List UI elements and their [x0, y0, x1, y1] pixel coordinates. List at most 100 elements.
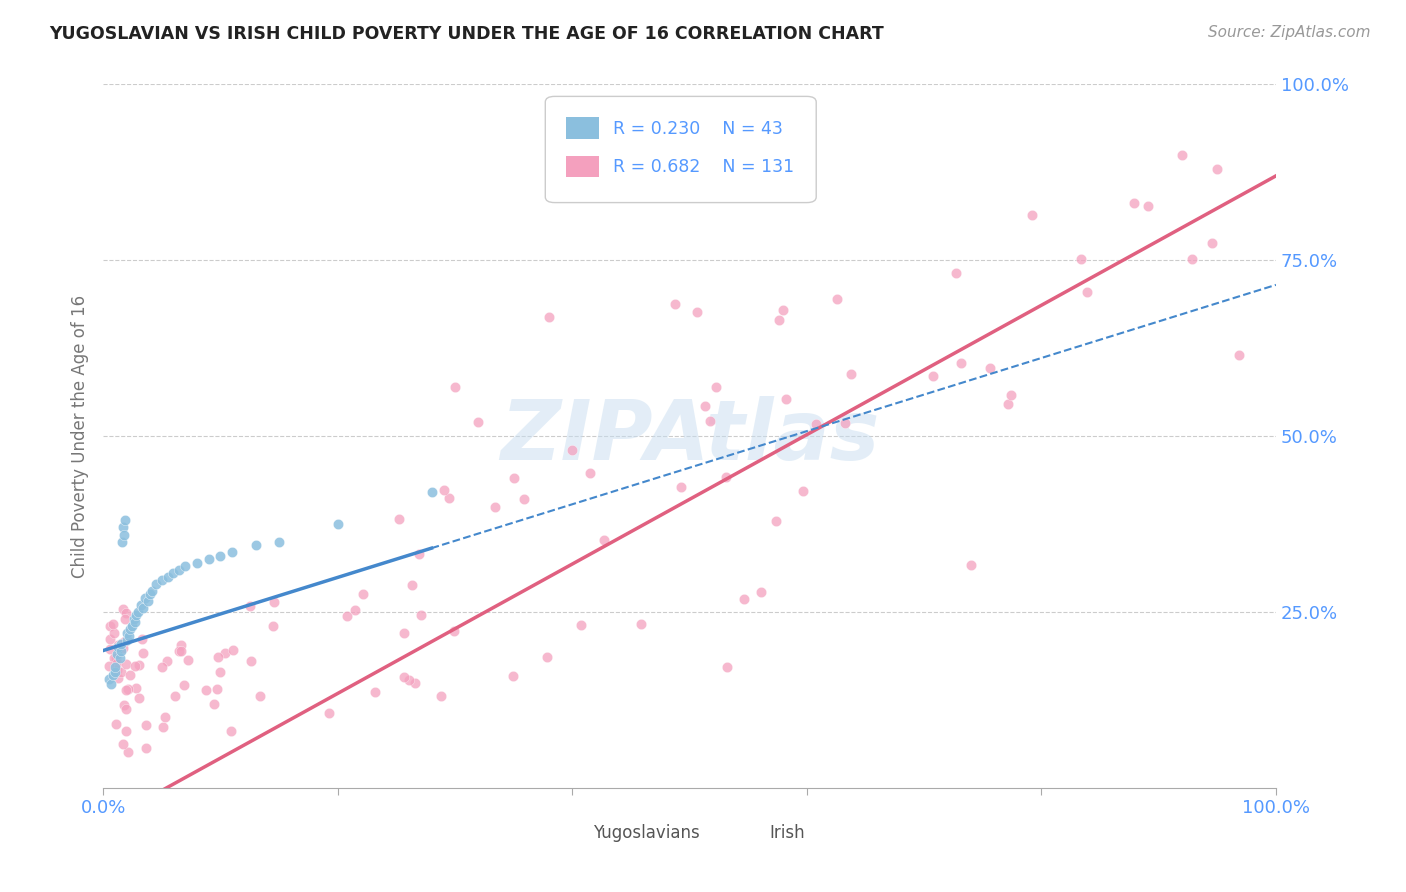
Point	[114, 633, 136, 648]
Point	[107, 642, 129, 657]
Point	[699, 414, 721, 428]
Point	[132, 601, 155, 615]
Point	[792, 483, 814, 498]
Point	[716, 470, 738, 484]
Point	[222, 643, 245, 657]
Point	[115, 632, 138, 647]
Point	[245, 538, 267, 552]
FancyBboxPatch shape	[724, 822, 758, 843]
Point	[112, 698, 135, 712]
Point	[112, 527, 135, 541]
Point	[202, 697, 225, 711]
Point	[165, 690, 187, 704]
Point	[110, 636, 132, 650]
Point	[135, 717, 157, 731]
Point	[134, 591, 156, 605]
Point	[1227, 348, 1250, 362]
Point	[408, 547, 430, 561]
Point	[120, 623, 142, 637]
Point	[98, 642, 121, 657]
Point	[110, 665, 132, 679]
Point	[437, 491, 460, 505]
Point	[262, 619, 284, 633]
Point	[162, 566, 184, 581]
Text: Irish: Irish	[769, 824, 804, 842]
Point	[197, 552, 219, 566]
Point	[467, 415, 489, 429]
Point	[104, 650, 127, 665]
Point	[561, 443, 583, 458]
Point	[1206, 161, 1229, 176]
Point	[772, 302, 794, 317]
Point	[153, 710, 176, 724]
Point	[121, 619, 143, 633]
Y-axis label: Child Poverty Under the Age of 16: Child Poverty Under the Age of 16	[72, 294, 89, 578]
Point	[169, 563, 191, 577]
Point	[578, 466, 600, 480]
Point	[394, 670, 416, 684]
Point	[114, 513, 136, 527]
Point	[979, 361, 1001, 376]
Point	[221, 545, 243, 559]
Point	[630, 616, 652, 631]
Point	[834, 417, 856, 431]
Point	[398, 673, 420, 687]
Point	[98, 619, 121, 633]
Point	[669, 480, 692, 494]
Point	[125, 681, 148, 695]
Point	[433, 483, 456, 497]
Point	[122, 612, 145, 626]
Point	[152, 720, 174, 734]
Point	[239, 599, 262, 614]
Point	[117, 745, 139, 759]
Point	[267, 534, 290, 549]
Point	[207, 682, 229, 697]
Point	[98, 632, 121, 646]
Point	[194, 683, 217, 698]
Point	[1171, 148, 1194, 162]
Point	[945, 266, 967, 280]
Point	[115, 626, 138, 640]
Point	[430, 689, 453, 703]
Point	[115, 702, 138, 716]
Point	[107, 640, 129, 654]
Point	[112, 520, 135, 534]
Point	[156, 570, 179, 584]
Point	[98, 672, 121, 686]
Point	[118, 630, 141, 644]
Point	[115, 724, 138, 739]
Point	[352, 587, 374, 601]
Point	[825, 292, 848, 306]
Point	[512, 492, 534, 507]
Point	[170, 638, 193, 652]
Point	[444, 380, 467, 394]
Point	[411, 608, 433, 623]
Point	[167, 644, 190, 658]
FancyBboxPatch shape	[567, 156, 599, 178]
Point	[101, 617, 124, 632]
Point	[111, 534, 134, 549]
Point	[388, 512, 411, 526]
Point	[318, 706, 340, 720]
Point	[186, 556, 208, 570]
Point	[392, 626, 415, 640]
Point	[922, 369, 945, 384]
Point	[141, 583, 163, 598]
FancyBboxPatch shape	[546, 96, 817, 202]
Point	[569, 618, 592, 632]
Point	[115, 683, 138, 698]
Point	[114, 611, 136, 625]
Point	[131, 646, 153, 660]
Point	[1021, 208, 1043, 222]
Point	[107, 671, 129, 685]
Point	[768, 313, 790, 327]
Point	[593, 533, 616, 548]
Point	[214, 646, 236, 660]
Point	[103, 625, 125, 640]
Point	[173, 677, 195, 691]
Point	[117, 681, 139, 696]
Point	[120, 668, 142, 682]
FancyBboxPatch shape	[548, 822, 582, 843]
Point	[249, 689, 271, 703]
Text: R = 0.682    N = 131: R = 0.682 N = 131	[613, 159, 794, 177]
